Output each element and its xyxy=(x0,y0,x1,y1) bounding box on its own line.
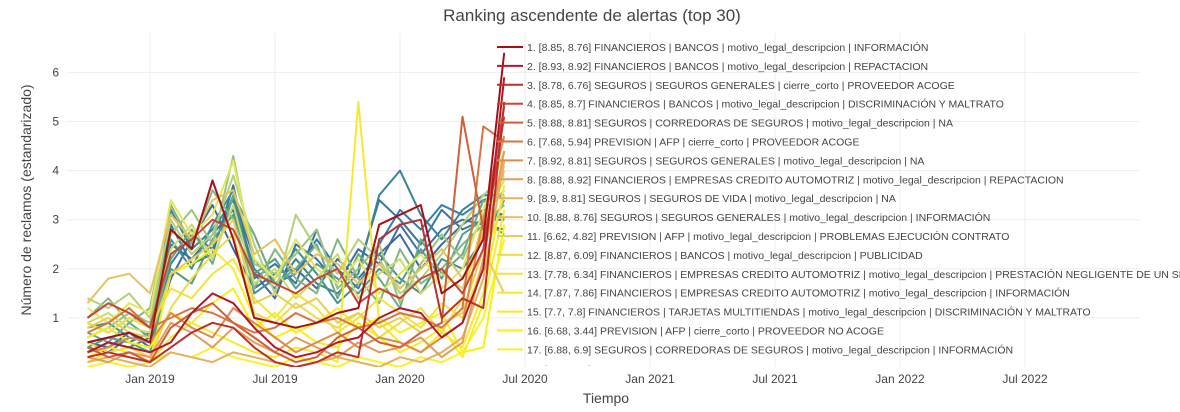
legend-label: 6. [7.68, 5.94] PREVISION | AFP | cierre… xyxy=(527,137,859,149)
legend-item[interactable]: 2. [8.93, 8.92] FINANCIEROS | BANCOS | m… xyxy=(497,61,928,73)
legend-label: 13. [7.78, 6.34] FINANCIEROS | EMPRESAS … xyxy=(527,268,1180,281)
legend-item[interactable]: 5. [8.88, 8.81] SEGUROS | CORREDORAS DE … xyxy=(497,118,953,130)
legend-label: 11. [6.62, 4.82] PREVISION | AFP | motiv… xyxy=(527,230,1009,243)
y-tick-label: 5 xyxy=(52,115,59,129)
legend-label: 4. [8.85, 8.7] FINANCIEROS | BANCOS | mo… xyxy=(527,98,1004,111)
series-line xyxy=(87,160,506,367)
legend-label: 3. [8.78, 6.76] SEGUROS | SEGUROS GENERA… xyxy=(527,80,955,92)
series-line xyxy=(87,135,506,354)
legend-item[interactable]: 1. [8.85, 8.76] FINANCIEROS | BANCOS | m… xyxy=(497,41,928,54)
series-line xyxy=(87,101,506,367)
x-tick-label: Jul 2019 xyxy=(252,372,298,386)
y-tick-label: 4 xyxy=(52,164,59,178)
series-line xyxy=(87,106,506,364)
legend-item[interactable]: 15. [7.7, 7.8] FINANCIEROS | TARJETAS MU… xyxy=(497,306,1091,319)
legend-label: 1. [8.85, 8.76] FINANCIEROS | BANCOS | m… xyxy=(527,41,928,54)
x-tick-label: Jul 2022 xyxy=(1002,372,1048,386)
legend-item[interactable]: 14. [7.87, 7.86] FINANCIEROS | EMPRESAS … xyxy=(497,287,1070,300)
y-tick-label: 3 xyxy=(52,213,59,227)
legend-label: 2. [8.93, 8.92] FINANCIEROS | BANCOS | m… xyxy=(527,61,928,73)
x-tick-label: Jul 2021 xyxy=(752,372,798,386)
legend[interactable]: 1. [8.85, 8.76] FINANCIEROS | BANCOS | m… xyxy=(497,41,1180,375)
legend-label: 16. [6.68, 3.44] PREVISION | AFP | cierr… xyxy=(527,326,884,338)
legend-label: 7. [8.92, 8.81] SEGUROS | SEGUROS GENERA… xyxy=(527,155,924,167)
x-tick-label: Jan 2019 xyxy=(125,372,175,386)
legend-label: 8. [8.88, 8.92] FINANCIEROS | EMPRESAS C… xyxy=(527,174,1064,186)
series-line xyxy=(87,77,506,359)
legend-item[interactable]: 8. [8.88, 8.92] FINANCIEROS | EMPRESAS C… xyxy=(497,174,1064,186)
series-line xyxy=(87,100,506,364)
y-tick-label: 2 xyxy=(52,262,59,276)
plot-area xyxy=(86,52,506,367)
chart-title: Ranking ascendente de alertas (top 30) xyxy=(443,6,741,25)
series-line xyxy=(87,150,506,364)
legend-item[interactable]: 10. [8.88, 8.76] SEGUROS | SEGUROS GENER… xyxy=(497,211,990,224)
legend-item[interactable]: 11. [6.62, 4.82] PREVISION | AFP | motiv… xyxy=(497,230,1009,243)
legend-item[interactable]: 18. [7.59, 7.1] ... xyxy=(497,363,603,375)
legend-item[interactable]: 6. [7.68, 5.94] PREVISION | AFP | cierre… xyxy=(497,137,859,149)
series-line xyxy=(87,125,505,334)
x-tick-label: Jul 2020 xyxy=(502,372,548,386)
series-line xyxy=(86,170,506,304)
legend-item[interactable]: 4. [8.85, 8.7] FINANCIEROS | BANCOS | mo… xyxy=(497,98,1004,111)
legend-label: 5. [8.88, 8.81] SEGUROS | CORREDORAS DE … xyxy=(527,118,953,130)
x-tick-label: Jan 2020 xyxy=(375,372,425,386)
legend-label: 18. [7.59, 7.1] ... xyxy=(527,363,603,375)
legend-item[interactable]: 3. [8.78, 6.76] SEGUROS | SEGUROS GENERA… xyxy=(497,80,955,92)
x-tick-label: Jan 2022 xyxy=(875,372,925,386)
legend-label: 15. [7.7, 7.8] FINANCIEROS | TARJETAS MU… xyxy=(527,306,1091,319)
y-tick-label: 6 xyxy=(52,65,59,79)
series-line xyxy=(87,154,505,339)
y-axis-ticks: 1 2 3 4 5 6 xyxy=(52,65,59,325)
legend-item[interactable]: 16. [6.68, 3.44] PREVISION | AFP | cierr… xyxy=(497,326,884,338)
x-axis-ticks: Jan 2019 Jul 2019 Jan 2020 Jul 2020 Jan 2021… xyxy=(125,372,1048,386)
legend-label: 14. [7.87, 7.86] FINANCIEROS | EMPRESAS … xyxy=(527,287,1070,300)
y-tick-label: 1 xyxy=(52,311,59,325)
legend-item[interactable]: 12. [8.87, 6.09] FINANCIEROS | BANCOS | … xyxy=(497,250,923,262)
y-axis-title: Número de reclamos (estandarizado) xyxy=(18,84,34,315)
legend-item[interactable]: 7. [8.92, 8.81] SEGUROS | SEGUROS GENERA… xyxy=(497,155,924,167)
legend-label: 17. [6.88, 6.9] SEGUROS | CORREDORAS DE … xyxy=(527,343,1013,356)
series-line xyxy=(86,150,506,324)
x-tick-label: Jan 2021 xyxy=(625,372,675,386)
series-line xyxy=(87,52,506,344)
legend-item[interactable]: 13. [7.78, 6.34] FINANCIEROS | EMPRESAS … xyxy=(497,268,1180,281)
x-axis-title: Tiempo xyxy=(583,390,629,406)
legend-label: 10. [8.88, 8.76] SEGUROS | SEGUROS GENER… xyxy=(527,211,990,224)
legend-item[interactable]: 9. [8.9, 8.81] SEGUROS | SEGUROS DE VIDA… xyxy=(497,193,896,205)
legend-label: 12. [8.87, 6.09] FINANCIEROS | BANCOS | … xyxy=(527,250,923,262)
legend-label: 9. [8.9, 8.81] SEGUROS | SEGUROS DE VIDA… xyxy=(527,193,896,205)
legend-item[interactable]: 17. [6.88, 6.9] SEGUROS | CORREDORAS DE … xyxy=(497,343,1013,356)
